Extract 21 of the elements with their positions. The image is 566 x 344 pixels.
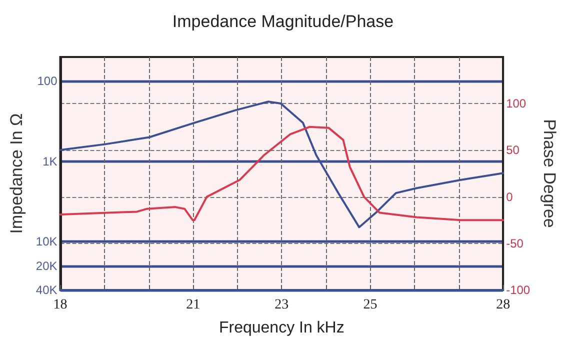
y2-tick-label: 0 xyxy=(506,190,514,204)
y-tick-label: 1K xyxy=(42,154,58,168)
y-tick-label: 40K xyxy=(36,283,58,297)
x-tick-label: 18 xyxy=(53,298,68,312)
y-tick-label: 20K xyxy=(36,258,58,273)
x-tick-label: 21 xyxy=(186,298,200,312)
line-series xyxy=(59,100,504,228)
y-axis-title: Impedance In Ω xyxy=(7,113,26,234)
y2-axis-title: Phase Degree xyxy=(540,119,559,228)
y-tick-label: 100 xyxy=(37,74,58,88)
y2-tick-label: -50 xyxy=(506,236,524,250)
line-series xyxy=(59,126,504,222)
x-axis-title: Frequency In kHz xyxy=(218,320,344,336)
chart-title: Impedance Magnitude/Phase xyxy=(172,12,394,31)
y2-tick-label: 50 xyxy=(506,143,520,158)
x-tick-label: 28 xyxy=(496,298,510,312)
x-tick-label: 25 xyxy=(363,298,378,312)
y2-tick-label: 100 xyxy=(506,96,526,111)
x-tick-label: 23 xyxy=(274,298,289,312)
y2-tick-label: -100 xyxy=(506,283,530,297)
y-tick-label: 10K xyxy=(36,234,58,249)
